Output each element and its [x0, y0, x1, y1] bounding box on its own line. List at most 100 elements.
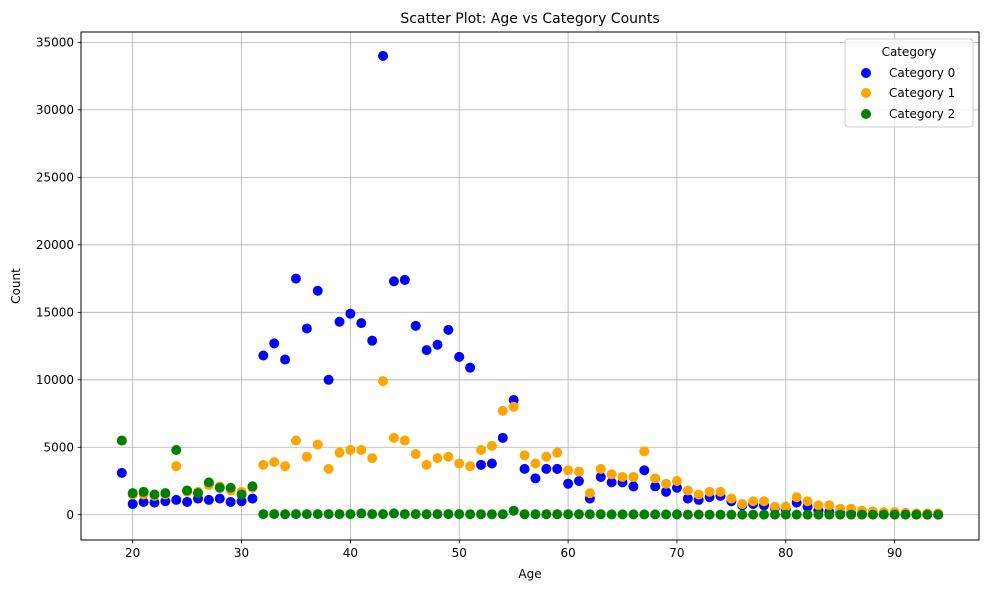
point-category-2 [476, 509, 487, 520]
point-category-0 [171, 494, 182, 505]
point-category-1 [334, 447, 345, 458]
point-category-2 [269, 509, 280, 520]
point-category-2 [606, 509, 617, 520]
point-category-0 [410, 320, 421, 331]
x-tick-label: 30 [234, 546, 249, 560]
point-category-1 [769, 501, 780, 512]
point-category-0 [628, 481, 639, 492]
point-category-2 [367, 509, 378, 520]
point-category-0 [345, 308, 356, 319]
point-category-0 [356, 318, 367, 329]
point-category-0 [138, 496, 149, 507]
point-category-1 [258, 459, 269, 470]
point-category-2 [116, 435, 127, 446]
point-category-2 [856, 509, 867, 520]
point-category-0 [378, 50, 389, 61]
x-axis-ticks: 20 30 40 50 60 70 80 90 [125, 540, 902, 560]
point-category-2 [323, 509, 334, 520]
point-category-2 [693, 509, 704, 520]
point-category-2 [595, 509, 606, 520]
point-category-1 [323, 463, 334, 474]
point-category-2 [911, 509, 922, 520]
point-category-2 [530, 509, 541, 520]
point-category-1 [367, 453, 378, 464]
point-category-0 [290, 273, 301, 284]
point-category-1 [312, 439, 323, 450]
point-category-2 [780, 509, 791, 520]
series-category-2 [116, 435, 944, 520]
point-category-1 [388, 432, 399, 443]
legend-entry-0: Category 0 [861, 66, 955, 80]
point-category-2 [900, 509, 911, 520]
point-category-1 [421, 459, 432, 470]
point-category-2 [421, 509, 432, 520]
point-category-2 [878, 509, 889, 520]
point-category-1 [530, 458, 541, 469]
point-category-1 [650, 473, 661, 484]
point-category-1 [617, 471, 628, 482]
point-category-2 [465, 509, 476, 520]
point-category-2 [508, 505, 519, 516]
x-tick-label: 40 [343, 546, 358, 560]
point-category-0 [182, 496, 193, 507]
point-category-2 [214, 482, 225, 493]
plot-area-frame [80, 31, 980, 541]
point-category-0 [595, 471, 606, 482]
point-category-1 [290, 435, 301, 446]
point-category-1 [595, 463, 606, 474]
point-category-1 [486, 440, 497, 451]
point-category-2 [639, 509, 650, 520]
point-category-2 [584, 509, 595, 520]
point-category-2 [671, 509, 682, 520]
y-tick-label: 10000 [36, 373, 74, 387]
point-category-0 [476, 459, 487, 470]
point-category-2 [661, 509, 672, 520]
point-category-2 [443, 509, 454, 520]
point-category-1 [432, 453, 443, 464]
legend-marker-category-2 [861, 109, 871, 119]
point-category-0 [573, 476, 584, 487]
point-category-0 [465, 362, 476, 373]
point-category-2 [225, 482, 236, 493]
y-axis-ticks: 0 5000 10000 15000 20000 25000 30000 35000 [36, 35, 81, 522]
point-category-2 [737, 509, 748, 520]
point-category-0 [323, 374, 334, 385]
point-category-2 [552, 509, 563, 520]
legend-label-category-0: Category 0 [889, 66, 955, 80]
point-category-1 [715, 486, 726, 497]
point-category-2 [867, 509, 878, 520]
point-category-1 [726, 493, 737, 504]
point-category-1 [584, 488, 595, 499]
point-category-0 [639, 465, 650, 476]
point-category-1 [563, 465, 574, 476]
point-category-1 [280, 461, 291, 472]
x-tick-label: 80 [778, 546, 793, 560]
point-category-0 [563, 478, 574, 489]
point-category-2 [334, 509, 345, 520]
point-category-2 [149, 489, 160, 500]
point-category-0 [301, 323, 312, 334]
point-category-0 [519, 463, 530, 474]
point-category-2 [933, 509, 944, 520]
point-category-1 [171, 461, 182, 472]
point-category-1 [465, 461, 476, 472]
point-category-2 [922, 509, 933, 520]
point-category-0 [530, 473, 541, 484]
legend-label-category-1: Category 1 [889, 86, 955, 100]
point-category-0 [247, 493, 258, 504]
point-category-0 [388, 276, 399, 287]
point-category-0 [682, 493, 693, 504]
point-category-0 [454, 351, 465, 362]
point-category-0 [552, 463, 563, 474]
point-category-1 [399, 435, 410, 446]
point-category-1 [813, 500, 824, 511]
point-category-0 [606, 477, 617, 488]
point-category-1 [573, 466, 584, 477]
point-category-2 [301, 509, 312, 520]
point-category-2 [345, 509, 356, 520]
point-category-1 [454, 458, 465, 469]
point-category-1 [824, 500, 835, 511]
point-category-1 [443, 451, 454, 462]
point-category-1 [704, 486, 715, 497]
